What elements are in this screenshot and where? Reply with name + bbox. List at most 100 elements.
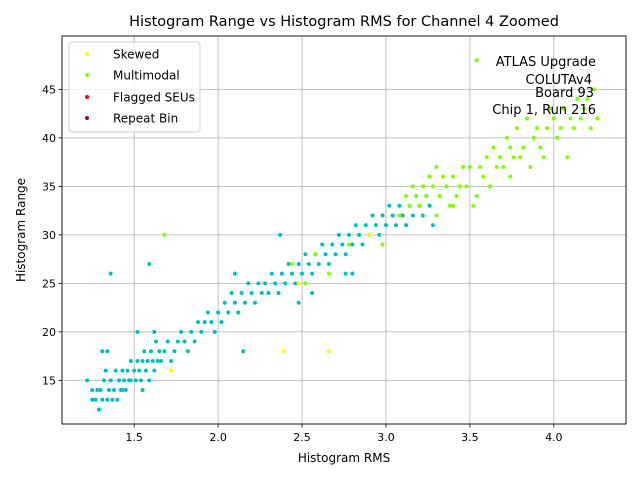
legend-label-skewed: Skewed xyxy=(113,48,159,62)
legend-label-multimodal: Multimodal xyxy=(113,69,180,83)
point-multimodal xyxy=(461,164,466,169)
point-normal xyxy=(182,339,187,344)
point-normal xyxy=(259,291,264,296)
point-multimodal xyxy=(528,164,533,169)
point-normal xyxy=(289,271,294,276)
point-normal xyxy=(380,213,385,218)
legend-marker-multimodal xyxy=(85,73,89,77)
point-multimodal xyxy=(501,164,506,169)
point-normal xyxy=(120,388,125,393)
point-normal xyxy=(162,349,167,354)
point-normal xyxy=(216,310,221,315)
point-normal xyxy=(241,349,246,354)
point-normal xyxy=(253,300,258,305)
point-normal xyxy=(212,329,217,334)
point-skewed xyxy=(367,232,372,237)
point-normal xyxy=(306,261,311,266)
x-tick-label: 3.0 xyxy=(377,431,395,444)
point-normal xyxy=(232,300,237,305)
point-normal xyxy=(340,242,345,247)
point-normal xyxy=(377,232,382,237)
point-multimodal xyxy=(588,126,593,131)
point-multimodal xyxy=(491,145,496,150)
point-normal xyxy=(100,397,105,402)
point-multimodal xyxy=(397,213,402,218)
point-normal xyxy=(195,320,200,325)
point-normal xyxy=(326,261,331,266)
legend-label-repeat-bin: Repeat Bin xyxy=(113,112,178,126)
point-multimodal xyxy=(474,58,479,63)
point-normal xyxy=(90,388,95,393)
point-normal xyxy=(128,358,133,363)
legend-box xyxy=(68,41,201,133)
point-normal xyxy=(100,349,105,354)
x-tick-label: 2.5 xyxy=(293,431,311,444)
point-normal xyxy=(273,281,278,286)
point-multimodal xyxy=(565,155,570,160)
point-multimodal xyxy=(592,87,597,92)
point-multimodal xyxy=(447,203,452,208)
point-normal xyxy=(383,223,388,228)
point-normal xyxy=(123,388,128,393)
point-multimodal xyxy=(545,126,550,131)
legend-label-flagged-seus: Flagged SEUs xyxy=(113,91,195,105)
point-normal xyxy=(165,339,170,344)
point-multimodal xyxy=(504,135,509,140)
point-multimodal xyxy=(508,145,513,150)
annotation-line-2: COLUTAv4 xyxy=(526,73,592,88)
point-normal xyxy=(152,368,157,373)
point-normal xyxy=(108,378,113,383)
point-normal xyxy=(303,252,308,257)
point-multimodal xyxy=(508,174,513,179)
point-normal xyxy=(137,368,142,373)
point-normal xyxy=(140,388,145,393)
point-normal xyxy=(350,271,355,276)
annotation-line-1: ATLAS Upgrade xyxy=(496,55,596,70)
point-multimodal xyxy=(326,271,331,276)
plot-area xyxy=(61,35,627,425)
point-normal xyxy=(112,388,117,393)
point-normal xyxy=(296,300,301,305)
point-normal xyxy=(296,261,301,266)
point-normal xyxy=(293,281,298,286)
point-multimodal xyxy=(303,281,308,286)
y-tick-label: 30 xyxy=(42,229,56,242)
point-normal xyxy=(229,291,234,296)
point-normal xyxy=(330,242,335,247)
point-normal xyxy=(420,213,425,218)
point-normal xyxy=(404,223,409,228)
point-normal xyxy=(226,310,231,315)
point-normal xyxy=(397,203,402,208)
point-multimodal xyxy=(410,184,415,189)
point-normal xyxy=(239,291,244,296)
point-normal xyxy=(103,368,108,373)
point-normal xyxy=(105,397,110,402)
point-normal xyxy=(145,358,150,363)
point-normal xyxy=(343,271,348,276)
point-multimodal xyxy=(531,135,536,140)
point-multimodal xyxy=(347,242,352,247)
y-axis-ticks: 15 20 25 30 35 40 45 xyxy=(42,83,62,387)
point-normal xyxy=(96,407,101,412)
point-multimodal xyxy=(558,126,563,131)
point-normal xyxy=(138,378,143,383)
point-normal xyxy=(159,358,164,363)
data-points xyxy=(85,58,600,412)
point-normal xyxy=(427,203,432,208)
point-normal xyxy=(133,378,138,383)
point-normal xyxy=(110,397,115,402)
annotation-line-4: Chip 1, Run 216 xyxy=(492,103,596,118)
x-tick-label: 1.5 xyxy=(125,431,143,444)
point-multimodal xyxy=(498,155,503,160)
point-multimodal xyxy=(289,261,294,266)
point-skewed xyxy=(169,368,174,373)
point-normal xyxy=(179,329,184,334)
point-normal xyxy=(333,252,338,257)
annotation-line-3: Board 93 xyxy=(535,86,594,101)
point-normal xyxy=(152,329,157,334)
y-tick-label: 35 xyxy=(42,180,56,193)
point-normal xyxy=(347,232,352,237)
point-multimodal xyxy=(551,116,556,121)
point-multimodal xyxy=(488,184,493,189)
